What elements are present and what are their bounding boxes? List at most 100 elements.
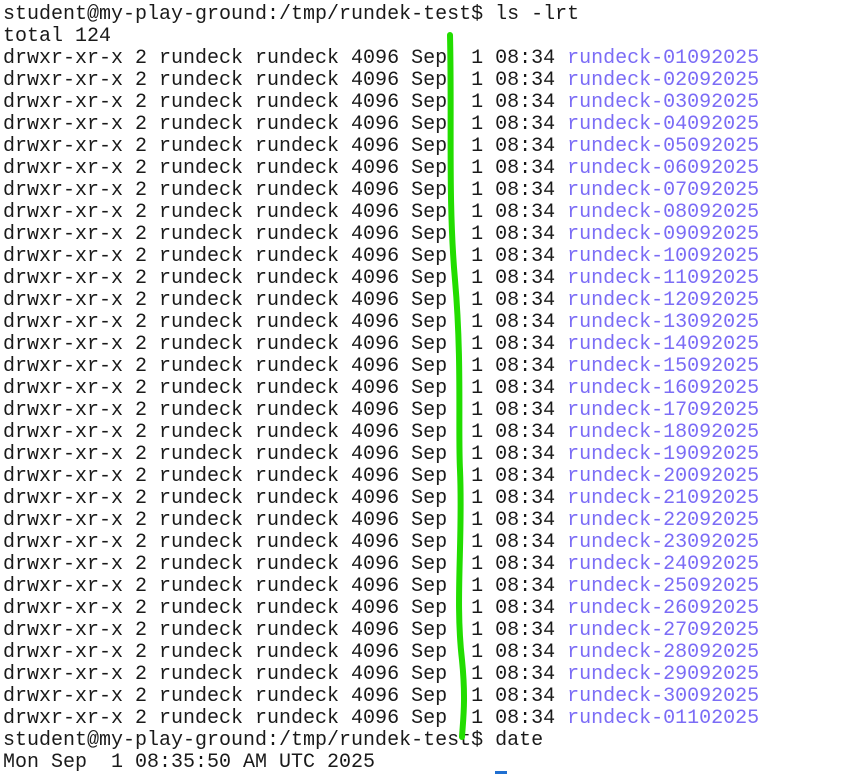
directory-name: rundeck-23092025 [567,531,760,554]
directory-name: rundeck-19092025 [567,443,760,466]
directory-name: rundeck-26092025 [567,597,760,620]
entry-attributes: drwxr-xr-x 2 rundeck rundeck 4096 Sep 1 … [3,531,568,554]
entry-attributes: drwxr-xr-x 2 rundeck rundeck 4096 Sep 1 … [3,685,568,708]
directory-name: rundeck-01092025 [567,47,760,70]
listing-row: drwxr-xr-x 2 rundeck rundeck 4096 Sep 1 … [3,246,759,268]
listing-row: drwxr-xr-x 2 rundeck rundeck 4096 Sep 1 … [3,312,759,334]
entry-attributes: drwxr-xr-x 2 rundeck rundeck 4096 Sep 1 … [3,597,568,620]
directory-name: rundeck-20092025 [567,465,760,488]
prompt-line: student@my-play-ground:/tmp/rundek-test$… [3,730,759,752]
listing-row: drwxr-xr-x 2 rundeck rundeck 4096 Sep 1 … [3,224,759,246]
listing-row: drwxr-xr-x 2 rundeck rundeck 4096 Sep 1 … [3,378,759,400]
command: ls -lrt [495,3,580,26]
entry-attributes: drwxr-xr-x 2 rundeck rundeck 4096 Sep 1 … [3,201,568,224]
entry-attributes: drwxr-xr-x 2 rundeck rundeck 4096 Sep 1 … [3,333,568,356]
entry-attributes: drwxr-xr-x 2 rundeck rundeck 4096 Sep 1 … [3,399,568,422]
directory-name: rundeck-28092025 [567,641,760,664]
directory-name: rundeck-24092025 [567,553,760,576]
listing-row: drwxr-xr-x 2 rundeck rundeck 4096 Sep 1 … [3,334,759,356]
listing-row: drwxr-xr-x 2 rundeck rundeck 4096 Sep 1 … [3,180,759,202]
listing-row: drwxr-xr-x 2 rundeck rundeck 4096 Sep 1 … [3,400,759,422]
entry-attributes: drwxr-xr-x 2 rundeck rundeck 4096 Sep 1 … [3,465,568,488]
entry-attributes: drwxr-xr-x 2 rundeck rundeck 4096 Sep 1 … [3,289,568,312]
directory-name: rundeck-07092025 [567,179,760,202]
listing-row: drwxr-xr-x 2 rundeck rundeck 4096 Sep 1 … [3,620,759,642]
directory-name: rundeck-05092025 [567,135,760,158]
directory-name: rundeck-09092025 [567,223,760,246]
listing-row: drwxr-xr-x 2 rundeck rundeck 4096 Sep 1 … [3,708,759,730]
directory-name: rundeck-14092025 [567,333,760,356]
listing-row: drwxr-xr-x 2 rundeck rundeck 4096 Sep 1 … [3,598,759,620]
entry-attributes: drwxr-xr-x 2 rundeck rundeck 4096 Sep 1 … [3,113,568,136]
listing-row: drwxr-xr-x 2 rundeck rundeck 4096 Sep 1 … [3,444,759,466]
terminal-output[interactable]: student@my-play-ground:/tmp/rundek-test$… [3,4,759,774]
directory-name: rundeck-30092025 [567,685,760,708]
directory-name: rundeck-16092025 [567,377,760,400]
entry-attributes: drwxr-xr-x 2 rundeck rundeck 4096 Sep 1 … [3,267,568,290]
entry-attributes: drwxr-xr-x 2 rundeck rundeck 4096 Sep 1 … [3,179,568,202]
entry-attributes: drwxr-xr-x 2 rundeck rundeck 4096 Sep 1 … [3,443,568,466]
directory-name: rundeck-04092025 [567,113,760,136]
entry-attributes: drwxr-xr-x 2 rundeck rundeck 4096 Sep 1 … [3,157,568,180]
directory-name: rundeck-22092025 [567,509,760,532]
entry-attributes: drwxr-xr-x 2 rundeck rundeck 4096 Sep 1 … [3,553,568,576]
directory-name: rundeck-18092025 [567,421,760,444]
listing-row: drwxr-xr-x 2 rundeck rundeck 4096 Sep 1 … [3,664,759,686]
listing-row: drwxr-xr-x 2 rundeck rundeck 4096 Sep 1 … [3,510,759,532]
listing-row: drwxr-xr-x 2 rundeck rundeck 4096 Sep 1 … [3,356,759,378]
listing: drwxr-xr-x 2 rundeck rundeck 4096 Sep 1 … [3,48,759,730]
entry-attributes: drwxr-xr-x 2 rundeck rundeck 4096 Sep 1 … [3,641,568,664]
listing-row: drwxr-xr-x 2 rundeck rundeck 4096 Sep 1 … [3,554,759,576]
listing-row: drwxr-xr-x 2 rundeck rundeck 4096 Sep 1 … [3,202,759,224]
entry-attributes: drwxr-xr-x 2 rundeck rundeck 4096 Sep 1 … [3,421,568,444]
entry-attributes: drwxr-xr-x 2 rundeck rundeck 4096 Sep 1 … [3,223,568,246]
listing-row: drwxr-xr-x 2 rundeck rundeck 4096 Sep 1 … [3,532,759,554]
listing-row: drwxr-xr-x 2 rundeck rundeck 4096 Sep 1 … [3,422,759,444]
entry-attributes: drwxr-xr-x 2 rundeck rundeck 4096 Sep 1 … [3,47,568,70]
listing-row: drwxr-xr-x 2 rundeck rundeck 4096 Sep 1 … [3,686,759,708]
directory-name: rundeck-17092025 [567,399,760,422]
listing-row: drwxr-xr-x 2 rundeck rundeck 4096 Sep 1 … [3,488,759,510]
directory-name: rundeck-12092025 [567,289,760,312]
listing-row: drwxr-xr-x 2 rundeck rundeck 4096 Sep 1 … [3,114,759,136]
directory-name: rundeck-02092025 [567,69,760,92]
prompt: student@my-play-ground:/tmp/rundek-test$ [3,3,484,26]
listing-row: drwxr-xr-x 2 rundeck rundeck 4096 Sep 1 … [3,92,759,114]
directory-name: rundeck-13092025 [567,311,760,334]
listing-row: drwxr-xr-x 2 rundeck rundeck 4096 Sep 1 … [3,290,759,312]
date-output: Mon Sep 1 08:35:50 AM UTC 2025 [3,751,376,774]
listing-row: drwxr-xr-x 2 rundeck rundeck 4096 Sep 1 … [3,466,759,488]
terminal-cursor [495,771,507,774]
entry-attributes: drwxr-xr-x 2 rundeck rundeck 4096 Sep 1 … [3,91,568,114]
total-line: total 124 [3,25,112,48]
directory-name: rundeck-06092025 [567,157,760,180]
listing-row: drwxr-xr-x 2 rundeck rundeck 4096 Sep 1 … [3,70,759,92]
directory-name: rundeck-10092025 [567,245,760,268]
entry-attributes: drwxr-xr-x 2 rundeck rundeck 4096 Sep 1 … [3,311,568,334]
directory-name: rundeck-27092025 [567,619,760,642]
prompt: student@my-play-ground:/tmp/rundek-test$ [3,729,484,752]
directory-name: rundeck-03092025 [567,91,760,114]
prompt-line: student@my-play-ground:/tmp/rundek-test$… [3,4,759,26]
entry-attributes: drwxr-xr-x 2 rundeck rundeck 4096 Sep 1 … [3,135,568,158]
listing-row: drwxr-xr-x 2 rundeck rundeck 4096 Sep 1 … [3,576,759,598]
entry-attributes: drwxr-xr-x 2 rundeck rundeck 4096 Sep 1 … [3,69,568,92]
entry-attributes: drwxr-xr-x 2 rundeck rundeck 4096 Sep 1 … [3,487,568,510]
directory-name: rundeck-25092025 [567,575,760,598]
entry-attributes: drwxr-xr-x 2 rundeck rundeck 4096 Sep 1 … [3,707,568,730]
listing-row: drwxr-xr-x 2 rundeck rundeck 4096 Sep 1 … [3,136,759,158]
listing-row: drwxr-xr-x 2 rundeck rundeck 4096 Sep 1 … [3,48,759,70]
directory-name: rundeck-15092025 [567,355,760,378]
entry-attributes: drwxr-xr-x 2 rundeck rundeck 4096 Sep 1 … [3,575,568,598]
listing-row: drwxr-xr-x 2 rundeck rundeck 4096 Sep 1 … [3,642,759,664]
directory-name: rundeck-11092025 [567,267,760,290]
directory-name: rundeck-01102025 [567,707,760,730]
command: date [495,729,544,752]
entry-attributes: drwxr-xr-x 2 rundeck rundeck 4096 Sep 1 … [3,377,568,400]
listing-row: drwxr-xr-x 2 rundeck rundeck 4096 Sep 1 … [3,268,759,290]
entry-attributes: drwxr-xr-x 2 rundeck rundeck 4096 Sep 1 … [3,509,568,532]
entry-attributes: drwxr-xr-x 2 rundeck rundeck 4096 Sep 1 … [3,245,568,268]
entry-attributes: drwxr-xr-x 2 rundeck rundeck 4096 Sep 1 … [3,663,568,686]
directory-name: rundeck-21092025 [567,487,760,510]
directory-name: rundeck-29092025 [567,663,760,686]
